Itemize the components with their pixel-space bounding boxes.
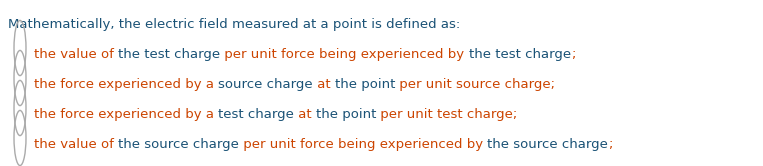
Text: the point: the point bbox=[335, 78, 395, 91]
Text: per unit force being experienced by: per unit force being experienced by bbox=[239, 138, 488, 151]
Text: the force experienced by a: the force experienced by a bbox=[34, 78, 218, 91]
Text: the source charge: the source charge bbox=[488, 138, 608, 151]
Text: per unit force being experienced by: per unit force being experienced by bbox=[221, 48, 468, 61]
Text: the value of: the value of bbox=[34, 138, 118, 151]
Text: the source charge: the source charge bbox=[118, 138, 239, 151]
Text: ;: ; bbox=[608, 138, 613, 151]
Text: per unit source charge;: per unit source charge; bbox=[395, 78, 555, 91]
Text: Mathematically, the electric field measured at a point is defined as:: Mathematically, the electric field measu… bbox=[8, 18, 460, 31]
Text: source charge: source charge bbox=[218, 78, 313, 91]
Text: ;: ; bbox=[571, 48, 575, 61]
Text: the point: the point bbox=[316, 108, 376, 121]
Text: per unit test charge;: per unit test charge; bbox=[376, 108, 517, 121]
Text: at: at bbox=[313, 78, 335, 91]
Text: the value of: the value of bbox=[34, 48, 118, 61]
Text: test charge: test charge bbox=[218, 108, 294, 121]
Text: the test charge: the test charge bbox=[118, 48, 221, 61]
Text: the force experienced by a: the force experienced by a bbox=[34, 108, 218, 121]
Text: the test charge: the test charge bbox=[468, 48, 571, 61]
Text: at: at bbox=[294, 108, 316, 121]
